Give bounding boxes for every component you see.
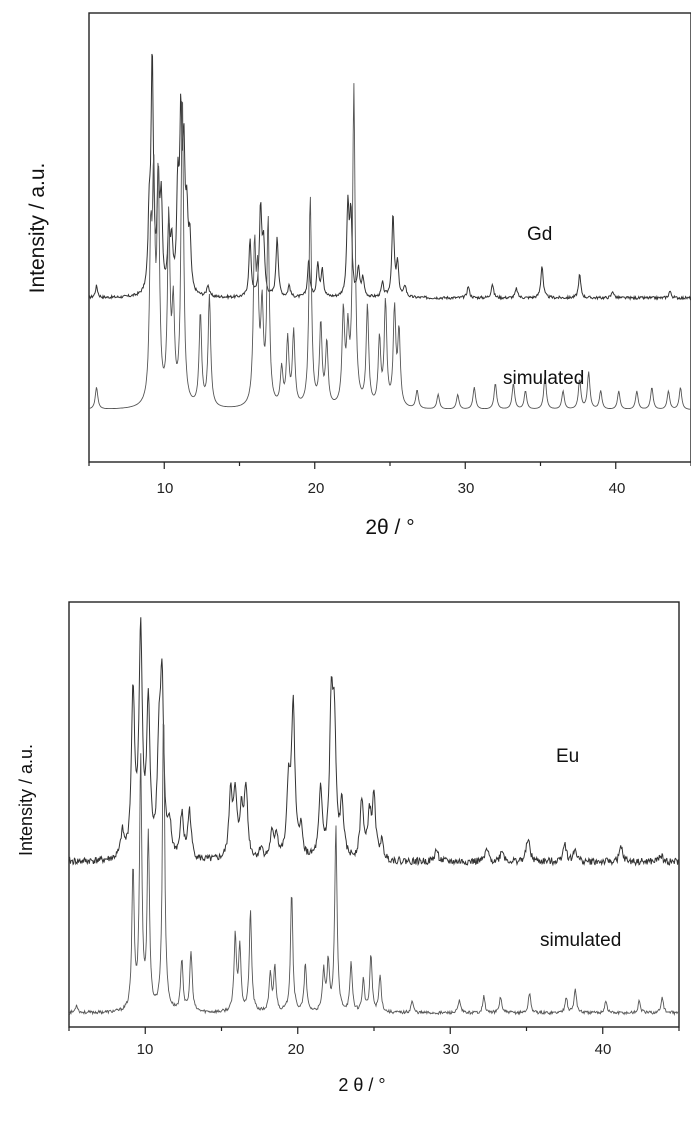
x-tick-label-10: 10: [157, 480, 174, 497]
series-label-gd: Gd: [527, 224, 552, 245]
chart-panel-eu: 10 20 30 40 2 θ / ° Intensity / a.u. Eu …: [16, 601, 680, 1095]
series-label-simulated: simulated: [503, 368, 584, 389]
x-axis-title: 2 θ / °: [338, 1075, 385, 1095]
x-tick-label-20: 20: [288, 1041, 305, 1058]
x-axis-title: 2θ / °: [365, 516, 414, 539]
series-simulated-line: [88, 83, 691, 410]
x-axis-ticks: [68, 1027, 680, 1034]
x-tick-label-30: 30: [458, 480, 475, 497]
x-tick-label-40: 40: [609, 480, 626, 497]
x-axis-ticks: [88, 462, 691, 469]
series-gd-line: [88, 53, 691, 301]
x-tick-label-30: 30: [443, 1041, 460, 1058]
y-axis-title: Intensity / a.u.: [16, 744, 36, 856]
series-label-simulated: simulated: [540, 930, 621, 951]
x-tick-label-40: 40: [595, 1041, 612, 1058]
series-eu-line: [68, 617, 680, 867]
series-label-eu: Eu: [556, 746, 579, 767]
x-tick-label-10: 10: [137, 1041, 154, 1058]
series-simulated-line: [68, 723, 680, 1017]
plot-frame: [88, 12, 691, 463]
y-axis-title: Intensity / a.u.: [26, 163, 49, 294]
x-tick-label-20: 20: [308, 480, 325, 497]
chart-panel-gd: 10 20 30 40 2θ / ° Intensity / a.u. Gd s…: [26, 12, 691, 539]
